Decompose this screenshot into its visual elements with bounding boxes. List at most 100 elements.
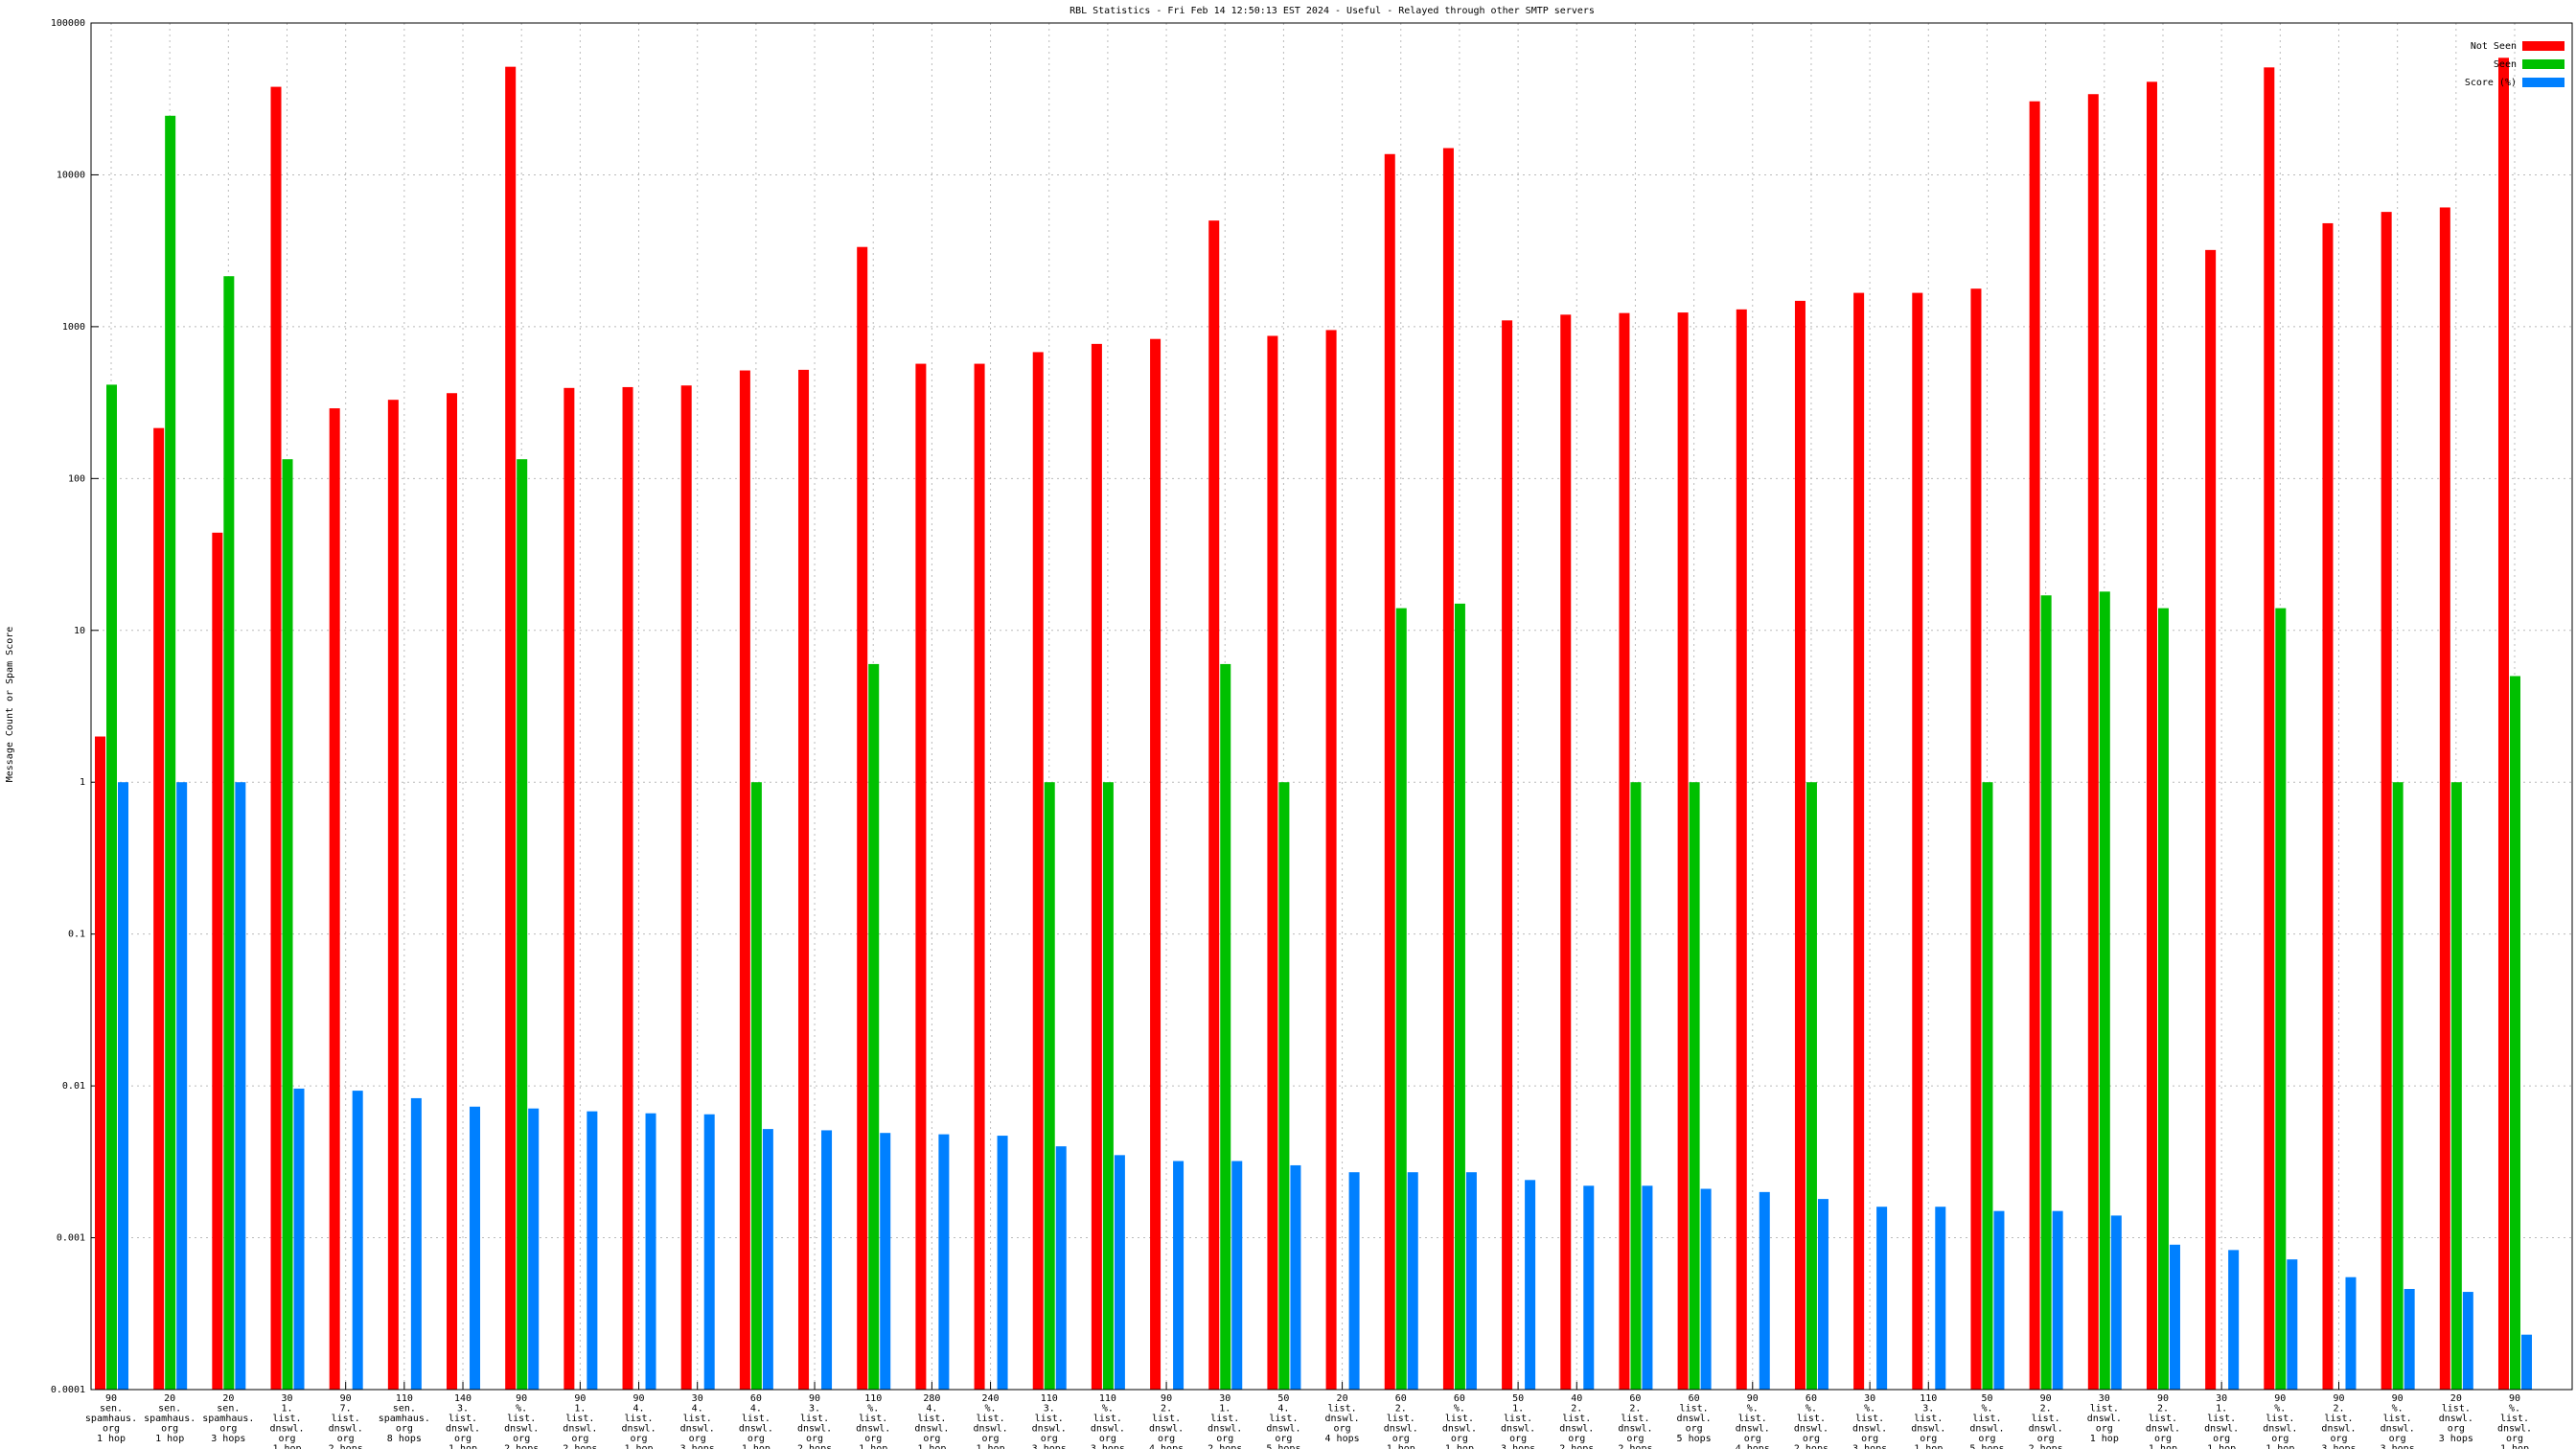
x-tick-label: 1 hop	[448, 1444, 477, 1449]
x-tick-label: org	[806, 1434, 823, 1444]
bar	[1442, 148, 1454, 1391]
x-tick-label: 110	[864, 1393, 882, 1404]
bar	[1817, 1199, 1828, 1390]
x-tick-label: dnswl.	[973, 1424, 1007, 1435]
bar	[2110, 1215, 2122, 1390]
bar	[1055, 1146, 1067, 1390]
x-tick-label: 2.	[1571, 1404, 1582, 1414]
bar	[2498, 58, 2509, 1390]
y-tick-label: 0.0001	[51, 1385, 85, 1395]
x-tick-label: org	[454, 1434, 472, 1444]
bar	[1993, 1210, 2005, 1390]
x-tick-label: 1.	[1219, 1404, 1230, 1414]
chart-title: RBL Statistics - Fri Feb 14 12:50:13 EST…	[1070, 6, 1595, 16]
legend-swatch	[2522, 41, 2564, 51]
bar	[857, 246, 868, 1390]
bar	[118, 782, 128, 1390]
x-tick-label: sen.	[100, 1404, 123, 1414]
x-tick-label: org	[2154, 1434, 2172, 1444]
x-tick-label: 240	[982, 1393, 1000, 1404]
y-tick-label: 1	[80, 777, 85, 788]
x-tick-label: 20	[222, 1393, 234, 1404]
x-tick-label: dnswl.	[2321, 1424, 2356, 1435]
bar	[270, 86, 282, 1391]
x-tick-label: 280	[923, 1393, 940, 1404]
x-tick-label: org	[219, 1424, 237, 1435]
x-tick-label: spamhaus.	[379, 1414, 430, 1424]
x-tick-label: dnswl.	[2204, 1424, 2239, 1435]
x-tick-label: dnswl.	[1559, 1424, 1594, 1435]
x-tick-label: list.	[2266, 1414, 2294, 1424]
x-tick-label: dnswl.	[1911, 1424, 1945, 1435]
bar	[762, 1129, 773, 1390]
bar	[2087, 94, 2099, 1390]
x-tick-label: %.	[1806, 1404, 1817, 1414]
x-tick-label: dnswl.	[1442, 1424, 1477, 1435]
plot-frame	[90, 22, 2573, 1391]
x-tick-label: org	[2506, 1434, 2523, 1444]
x-tick-label: 30	[281, 1393, 292, 1404]
x-tick-label: org	[1451, 1434, 1468, 1444]
bar	[95, 736, 105, 1390]
x-tick-label: 60	[1689, 1393, 1700, 1404]
x-tick-label: list.	[272, 1414, 301, 1424]
x-tick-label: 2.	[2040, 1404, 2052, 1414]
x-tick-label: org	[396, 1424, 413, 1435]
x-tick-label: 1 hop	[1914, 1444, 1943, 1449]
x-tick-label: dnswl.	[1677, 1414, 1712, 1424]
bar	[1759, 1191, 1770, 1390]
bar	[739, 370, 750, 1391]
x-tick-label: list.	[742, 1414, 770, 1424]
x-tick-label: dnswl.	[2146, 1424, 2180, 1435]
x-tick-label: dnswl.	[329, 1424, 363, 1435]
x-tick-label: list.	[332, 1414, 360, 1424]
x-tick-label: 1 hop	[977, 1444, 1005, 1449]
bar	[176, 782, 188, 1390]
x-tick-label: dnswl.	[739, 1424, 773, 1435]
bar	[1395, 608, 1407, 1390]
x-tick-label: list.	[1972, 1414, 2001, 1424]
x-tick-label: 90	[2157, 1393, 2169, 1404]
bar	[1630, 782, 1642, 1390]
bar	[997, 1136, 1008, 1390]
x-tick-label: 20	[164, 1393, 175, 1404]
x-tick-label: dnswl.	[680, 1424, 715, 1435]
x-tick-label: list.	[1387, 1414, 1415, 1424]
y-tick-label: 10	[74, 626, 85, 636]
bar	[223, 276, 235, 1391]
y-tick-label: 10000	[57, 170, 85, 180]
bar	[1278, 782, 1290, 1390]
x-tick-label: list.	[565, 1414, 594, 1424]
bar	[1102, 782, 1114, 1390]
x-tick-label: 90	[105, 1393, 117, 1404]
bar	[974, 363, 985, 1391]
bar	[564, 387, 575, 1390]
x-tick-label: 1.	[281, 1404, 292, 1414]
bar	[2157, 608, 2169, 1390]
x-tick-label: dnswl.	[2380, 1424, 2415, 1435]
x-tick-label: dnswl.	[1384, 1424, 1418, 1435]
x-tick-label: %.	[2509, 1404, 2520, 1414]
bar	[410, 1097, 422, 1390]
bar	[1642, 1185, 1653, 1390]
x-tick-label: org	[278, 1434, 295, 1444]
x-tick-label: 1.	[574, 1404, 586, 1414]
x-tick-label: org	[2330, 1434, 2347, 1444]
x-tick-label: 3.	[1922, 1404, 1934, 1414]
bar	[1091, 343, 1102, 1391]
x-tick-label: org	[2448, 1424, 2465, 1435]
x-tick-label: org	[1803, 1434, 1820, 1444]
x-tick-label: 90	[809, 1393, 820, 1404]
bar	[2040, 595, 2052, 1390]
x-tick-label: %.	[1981, 1404, 1992, 1414]
bar	[1150, 338, 1162, 1391]
x-tick-label: 60	[750, 1393, 762, 1404]
bar	[1290, 1164, 1301, 1390]
x-tick-label: 60	[1454, 1393, 1465, 1404]
x-tick-label: list.	[1504, 1414, 1532, 1424]
x-tick-label: 2.	[2157, 1404, 2169, 1414]
y-axis-label: Message Count or Spam Score	[5, 627, 15, 783]
y-tick-label: 100000	[51, 18, 85, 29]
